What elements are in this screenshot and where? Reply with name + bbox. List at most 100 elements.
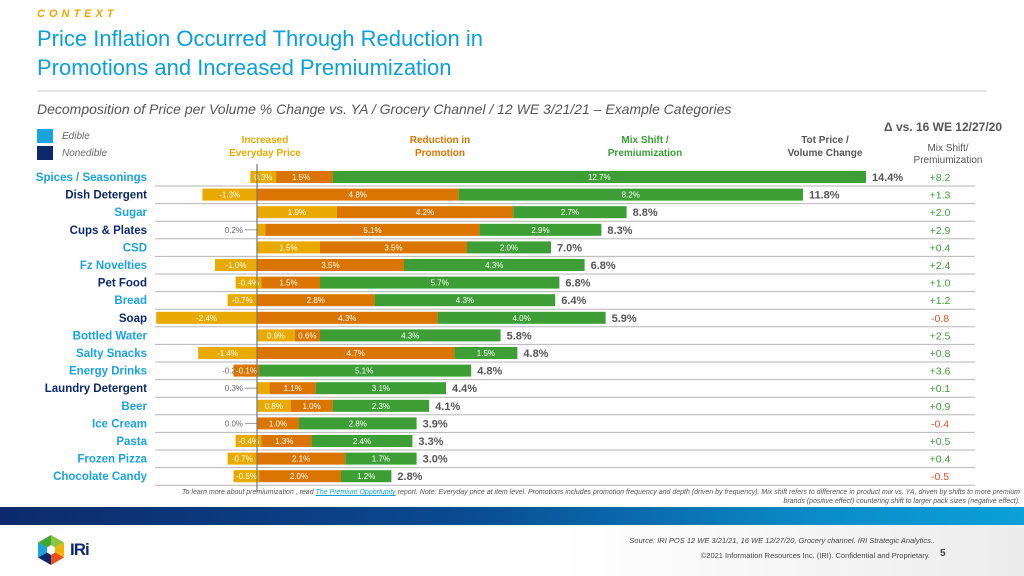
bar-segment-mix-shift: [320, 329, 501, 342]
segment-label: 4.3%: [401, 331, 419, 340]
segment-label: 4.3%: [456, 296, 474, 305]
header-everyday-line1: Increased: [241, 135, 289, 146]
segment-label: 0.9%: [267, 331, 285, 340]
category-label: Bread: [114, 295, 147, 307]
delta-value: +0.4: [930, 242, 951, 254]
bar-segment-mix-shift: [341, 470, 392, 483]
bar-segment-promotion: [269, 171, 333, 183]
delta-value: +8.2: [930, 172, 951, 184]
segment-label-outside: 0.3%: [225, 384, 243, 393]
total-label: 6.4%: [561, 295, 586, 307]
segment-label: 5.7%: [431, 279, 449, 288]
bar-segment-mix-shift: [345, 452, 417, 465]
logo-text: IRi: [70, 540, 90, 559]
segment-label: 12.7%: [588, 173, 611, 182]
legend-swatch-nonedible: [37, 146, 53, 160]
delta-value: +0.8: [930, 348, 951, 360]
category-label: Spices / Seasonings: [36, 172, 147, 184]
segment-label: 0.6%: [298, 331, 316, 340]
bar-segment-mix-shift: [257, 364, 472, 377]
segment-label: 1.5%: [279, 279, 297, 288]
segment-label: 1.2%: [357, 472, 375, 481]
bar-segment-mix-shift: [458, 188, 803, 201]
category-label: Chocolate Candy: [53, 471, 148, 483]
delta-value: +3.6: [930, 366, 951, 378]
delta-value: +1.3: [930, 190, 951, 202]
bar-segment-mix-shift: [332, 399, 430, 412]
total-label: 4.4%: [452, 383, 477, 395]
header-mix-line1: Mix Shift /: [621, 135, 669, 146]
total-label: 14.4%: [872, 172, 903, 184]
bar-segment-promotion: [257, 294, 375, 307]
bar-segment-mix-shift: [374, 294, 556, 307]
category-label: Sugar: [114, 207, 147, 219]
segment-label: 4.8%: [349, 191, 367, 200]
delta-value: +2.4: [930, 260, 951, 272]
premium-opportunity-link[interactable]: The Premium Opportunity: [315, 489, 396, 496]
column-header-everyday-price: Increased Everyday Price: [210, 134, 320, 160]
segment-label: -1.0%: [226, 261, 247, 270]
segment-label: 1.1%: [284, 384, 302, 393]
total-label: 5.8%: [507, 330, 532, 342]
segment-label: 1.0%: [269, 419, 287, 428]
segment-label: 3.5%: [384, 243, 402, 252]
segment-label: 4.7%: [347, 349, 365, 358]
footer-area: [0, 525, 1024, 576]
segment-label-outside: 0.0%: [225, 419, 243, 428]
bar-segment-everyday-price: [202, 188, 257, 201]
legend-label-edible: Edible: [62, 130, 90, 142]
segment-label: 4.0%: [512, 314, 530, 323]
bar-segment-promotion: [257, 452, 346, 465]
bar-segment-promotion: [265, 223, 480, 236]
bar-segment-mix-shift: [404, 259, 585, 271]
segment-label: 2.9%: [531, 226, 549, 235]
header-mix-line2: Premiumization: [607, 148, 683, 159]
category-label: Fz Novelties: [80, 260, 147, 272]
delta-value: -0.5: [931, 471, 949, 483]
segment-label-box: [235, 276, 262, 289]
delta-header: Δ vs. 16 WE 12/27/20: [883, 120, 1003, 134]
bar-segment-mix-shift: [299, 417, 417, 430]
column-header-promotion: Reduction in Promotion: [385, 134, 495, 160]
bar-segment-mix-shift: [454, 347, 518, 359]
segment-label: 4.2%: [416, 208, 434, 217]
total-label: 8.3%: [607, 225, 632, 237]
total-label: 3.3%: [418, 436, 443, 448]
segment-label-box: [233, 470, 260, 483]
bar-segment-promotion: [257, 347, 455, 359]
segment-label: -0.4%: [238, 437, 259, 446]
segment-label: 1.9%: [288, 208, 306, 217]
total-label: 4.1%: [435, 401, 460, 413]
segment-label-outside: 0.2%: [225, 226, 243, 235]
header-promo-line2: Promotion: [415, 148, 465, 159]
bar-segment-mix-shift: [437, 311, 606, 324]
bar-segment-everyday-price: [257, 399, 291, 412]
segment-label: 0.3%: [254, 173, 272, 182]
delta-sub-line1: Mix Shift/: [927, 143, 969, 154]
category-label: Laundry Detergent: [45, 383, 147, 395]
segment-label: -2.4%: [196, 314, 217, 323]
header-promo-line1: Reduction in: [409, 135, 471, 146]
segment-label: -1.3%: [219, 191, 240, 200]
category-label: Cups & Plates: [70, 225, 147, 237]
header-total-line2: Volume Change: [787, 148, 863, 159]
bar-segment-everyday-price: [257, 382, 270, 395]
delta-value: -0.8: [931, 313, 949, 325]
copyright: ©2021 Information Resources Inc. (IRI). …: [700, 551, 930, 560]
segment-label: 1.7%: [372, 455, 390, 464]
bar-segment-promotion: [294, 329, 320, 342]
legend-item-edible: Edible: [37, 129, 90, 143]
delta-value: -0.4: [931, 418, 949, 430]
segment-label: 2.0%: [290, 472, 308, 481]
segment-label: 5.1%: [355, 367, 373, 376]
segment-label: 2.7%: [561, 208, 579, 217]
segment-label: 0.8%: [265, 402, 283, 411]
bar-segment-everyday-price: [198, 347, 257, 359]
footer-band: [0, 507, 1024, 525]
total-label: 4.8%: [523, 348, 548, 360]
total-label: 6.8%: [565, 278, 590, 290]
segment-label: 2.1%: [292, 455, 310, 464]
iri-hexagon-icon: [38, 535, 64, 565]
column-header-mix-shift: Mix Shift / Premiumization: [585, 134, 705, 160]
